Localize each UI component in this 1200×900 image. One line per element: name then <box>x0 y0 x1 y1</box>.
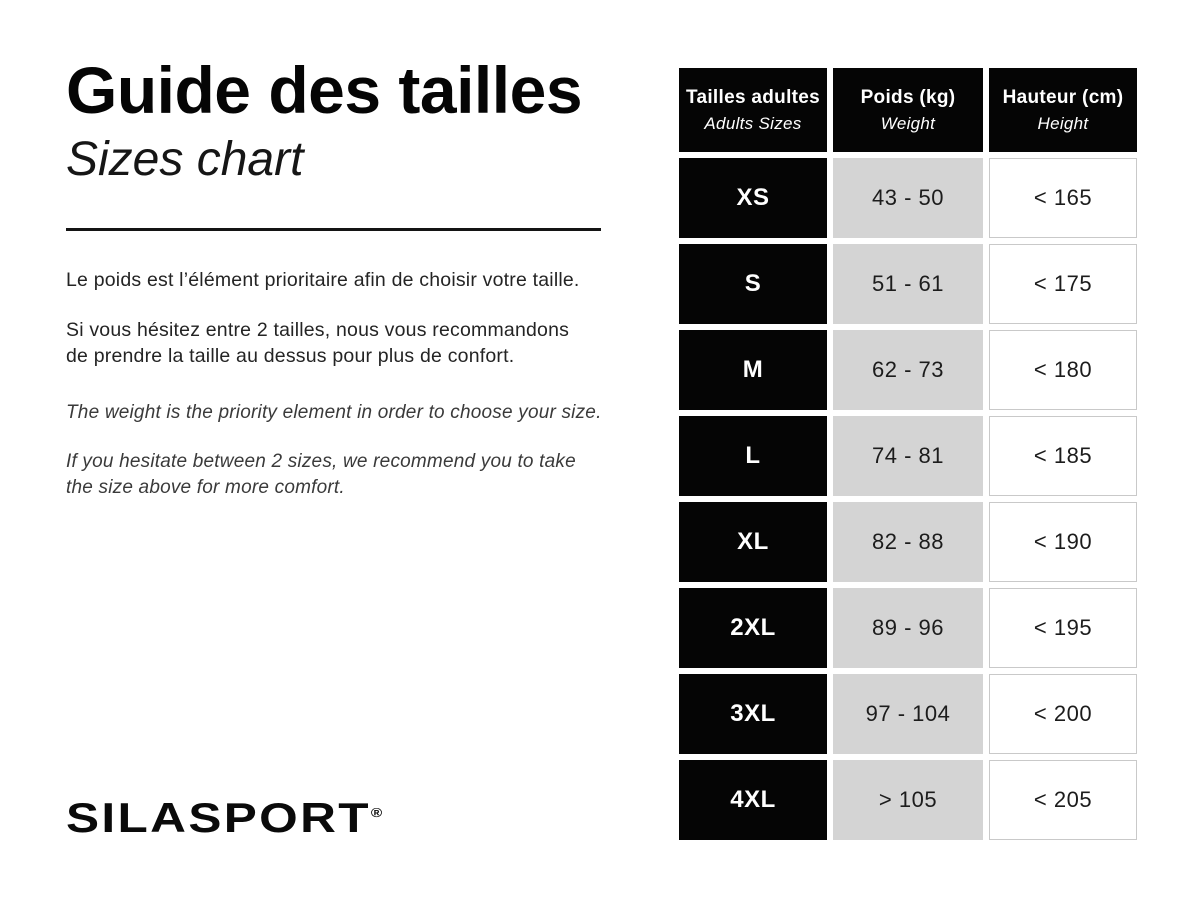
height-cell-xl: < 190 <box>989 502 1137 582</box>
size-cell-xs: XS <box>679 158 827 238</box>
height-cell-s: < 175 <box>989 244 1137 324</box>
weight-cell-s: 51 - 61 <box>833 244 983 324</box>
weight-cell-xl: 82 - 88 <box>833 502 983 582</box>
size-table: Tailles adultes Adults Sizes Poids (kg) … <box>679 68 1137 840</box>
size-cell-s: S <box>679 244 827 324</box>
intro-en-weight: The weight is the priority element in or… <box>66 402 602 423</box>
header-height-fr: Hauteur (cm) <box>1002 86 1124 108</box>
size-cell-l: L <box>679 416 827 496</box>
page-subtitle: Sizes chart <box>66 133 304 186</box>
registered-trademark-icon: ® <box>370 805 383 820</box>
height-cell-m: < 180 <box>989 330 1137 410</box>
intro-fr-weight: Le poids est l’élément prioritaire afin … <box>66 269 580 291</box>
weight-cell-xs: 43 - 50 <box>833 158 983 238</box>
height-cell-3xl: < 200 <box>989 674 1137 754</box>
height-cell-2xl: < 195 <box>989 588 1137 668</box>
page-title: Guide des tailles <box>66 53 583 127</box>
size-cell-2xl: 2XL <box>679 588 827 668</box>
brand-name: SILASPORT <box>66 794 371 841</box>
weight-cell-m: 62 - 73 <box>833 330 983 410</box>
header-cell-weight: Poids (kg) Weight <box>833 68 983 152</box>
brand-logo: SILASPORT® <box>66 794 382 842</box>
weight-cell-4xl: > 105 <box>833 760 983 840</box>
size-cell-4xl: 4XL <box>679 760 827 840</box>
size-cell-3xl: 3XL <box>679 674 827 754</box>
header-weight-en: Weight <box>880 113 936 133</box>
height-cell-xs: < 165 <box>989 158 1137 238</box>
weight-cell-3xl: 97 - 104 <box>833 674 983 754</box>
weight-cell-l: 74 - 81 <box>833 416 983 496</box>
header-weight-fr: Poids (kg) <box>860 86 956 108</box>
header-sizes-en: Adults Sizes <box>704 113 802 133</box>
header-height-en: Height <box>1037 113 1089 133</box>
size-cell-m: M <box>679 330 827 410</box>
intro-en-hesitate: If you hesitate between 2 sizes, we reco… <box>66 451 576 498</box>
header-cell-height: Hauteur (cm) Height <box>989 68 1137 152</box>
weight-cell-2xl: 89 - 96 <box>833 588 983 668</box>
height-cell-l: < 185 <box>989 416 1137 496</box>
header-sizes-fr: Tailles adultes <box>685 86 821 108</box>
intro-fr-hesitate: Si vous hésitez entre 2 tailles, nous vo… <box>66 319 570 367</box>
divider-line <box>66 228 601 231</box>
size-cell-xl: XL <box>679 502 827 582</box>
header-cell-sizes: Tailles adultes Adults Sizes <box>679 68 827 152</box>
height-cell-4xl: < 205 <box>989 760 1137 840</box>
